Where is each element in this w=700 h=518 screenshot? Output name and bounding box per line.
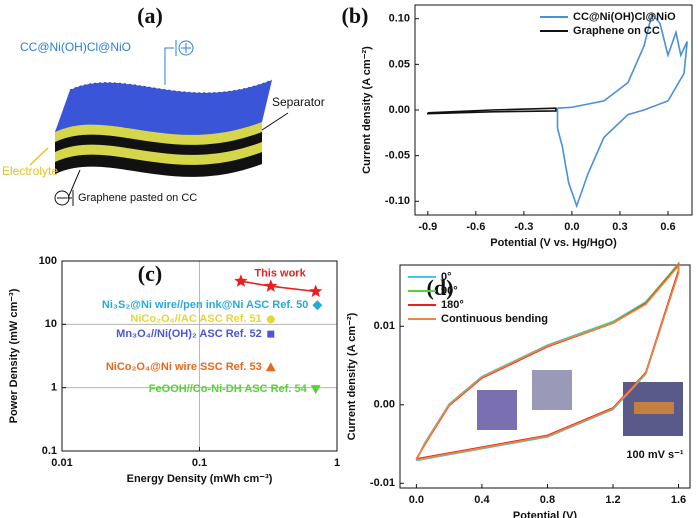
x-tick-label: -0.9 bbox=[418, 221, 437, 233]
chart: -0.9 -0.6 -0.3 0.0 0.3 0.6 -0.10 -0.05 0.00 0.05 0… bbox=[342, 3, 693, 249]
marker bbox=[267, 330, 275, 338]
x-tick-label: 0.1 bbox=[192, 457, 207, 469]
plot-frame bbox=[399, 264, 691, 489]
x-tick-label: -0.6 bbox=[466, 221, 485, 233]
cathode-layer bbox=[55, 80, 272, 135]
electrolyte-arrow bbox=[29, 147, 49, 166]
x-axis-label: Potential (V) bbox=[513, 510, 578, 518]
y-tick-label: 1 bbox=[51, 382, 57, 394]
panel-label: (c) bbox=[138, 261, 162, 286]
marker bbox=[310, 385, 321, 395]
series-line bbox=[427, 107, 557, 115]
point-label: This work bbox=[254, 267, 306, 279]
point-label: NiCo₂O₄//AC ASC Ref. 51 bbox=[130, 313, 261, 325]
panel-label: (b) bbox=[342, 3, 369, 28]
legend-label: Graphene on CC bbox=[573, 25, 660, 37]
y-axis-label: Current density (A cm⁻²) bbox=[361, 46, 373, 174]
marker bbox=[264, 279, 278, 292]
cathode-label: CC@Ni(OH)Cl@NiO bbox=[20, 40, 131, 54]
battery-diagram: (a) CC@Ni(OH)Cl@NiO Separator Electrolyt… bbox=[2, 3, 325, 206]
x-tick-label: 1.2 bbox=[605, 494, 620, 506]
plus-sign bbox=[181, 43, 191, 53]
y-tick-label: 0.05 bbox=[389, 58, 410, 70]
y-axis-label: Power Density (mW cm⁻³) bbox=[8, 288, 20, 423]
anode-arrow bbox=[67, 169, 81, 199]
series-line bbox=[415, 263, 680, 461]
y-tick-label: 0.00 bbox=[374, 399, 395, 411]
x-tick-label: 0.4 bbox=[474, 494, 490, 506]
point-label: FeOOH//Co-Ni-DH ASC Ref. 54 bbox=[149, 383, 308, 395]
chart: 0.0 0.4 0.8 1.2 1.6 -0.01 0.00 0.01 Potential (V… bbox=[346, 261, 691, 518]
photo bbox=[532, 370, 572, 410]
minus-sign bbox=[57, 190, 74, 206]
marker bbox=[234, 274, 248, 287]
y-tick-label: 0.1 bbox=[42, 445, 57, 457]
y-tick-label: 100 bbox=[39, 255, 57, 267]
x-tick-label: 0.6 bbox=[660, 221, 675, 233]
marker bbox=[266, 315, 275, 324]
x-tick-label: 1.6 bbox=[671, 494, 686, 506]
y-tick-label: -0.05 bbox=[385, 150, 410, 162]
legend-label: Continuous bending bbox=[441, 313, 548, 325]
cathode-texture bbox=[69, 79, 273, 94]
minus-sign bbox=[54, 190, 70, 206]
annotation: 100 mV s⁻¹ bbox=[626, 449, 684, 461]
plus-sign bbox=[178, 40, 194, 56]
x-tick-label: 0.0 bbox=[564, 221, 579, 233]
x-tick-label: -0.3 bbox=[514, 221, 533, 233]
y-axis-label: Current density (A cm⁻²) bbox=[346, 312, 358, 440]
x-tick-label: 1 bbox=[334, 457, 340, 469]
x-tick-label: 0.0 bbox=[409, 494, 424, 506]
cathode-arrow bbox=[164, 47, 174, 85]
electrolyte-label: Electrolyte bbox=[2, 164, 58, 178]
legend-label: 90° bbox=[441, 285, 458, 297]
legend-label: 180° bbox=[441, 299, 464, 311]
series-line bbox=[556, 12, 688, 209]
y-tick-label: 0.01 bbox=[374, 320, 395, 332]
photo-device bbox=[634, 402, 674, 414]
marker bbox=[309, 284, 323, 298]
x-axis-label: Potential (V vs. Hg/HgO) bbox=[490, 237, 617, 249]
series-line bbox=[240, 280, 316, 293]
separator-label: Separator bbox=[272, 95, 325, 109]
x-tick-label: 0.01 bbox=[51, 457, 72, 469]
marker bbox=[312, 300, 323, 311]
y-tick-label: -0.01 bbox=[370, 477, 395, 489]
anode-layer bbox=[55, 150, 262, 177]
photo-insets bbox=[477, 370, 683, 436]
legend-label: 0° bbox=[441, 271, 452, 283]
y-tick-label: 0.10 bbox=[389, 13, 410, 25]
anode-label: Graphene pasted on CC bbox=[78, 192, 197, 204]
legend-label: CC@Ni(OH)Cl@NiO bbox=[573, 11, 676, 23]
x-axis-label: Energy Density (mWh cm⁻³) bbox=[127, 473, 273, 485]
plot-frame bbox=[414, 4, 693, 216]
panel-label: (d) bbox=[427, 275, 454, 300]
point-label: Ni₃S₂@Ni wire//pen ink@Ni ASC Ref. 50 bbox=[102, 299, 308, 311]
y-tick-label: 10 bbox=[45, 318, 57, 330]
marker bbox=[265, 362, 276, 372]
plot-frame bbox=[61, 260, 338, 452]
separator-arrow bbox=[261, 112, 289, 131]
point-label: Mn₃O₄//Ni(OH)₂ ASC Ref. 52 bbox=[116, 328, 262, 340]
photo bbox=[477, 390, 517, 430]
x-tick-label: 0.3 bbox=[612, 221, 627, 233]
x-tick-label: 0.8 bbox=[540, 494, 555, 506]
panel-label: (a) bbox=[137, 3, 163, 28]
y-tick-label: -0.10 bbox=[385, 195, 410, 207]
y-tick-label: 0.00 bbox=[389, 104, 410, 116]
point-label: NiCo₂O₄@Ni wire SSC Ref. 53 bbox=[106, 361, 262, 373]
